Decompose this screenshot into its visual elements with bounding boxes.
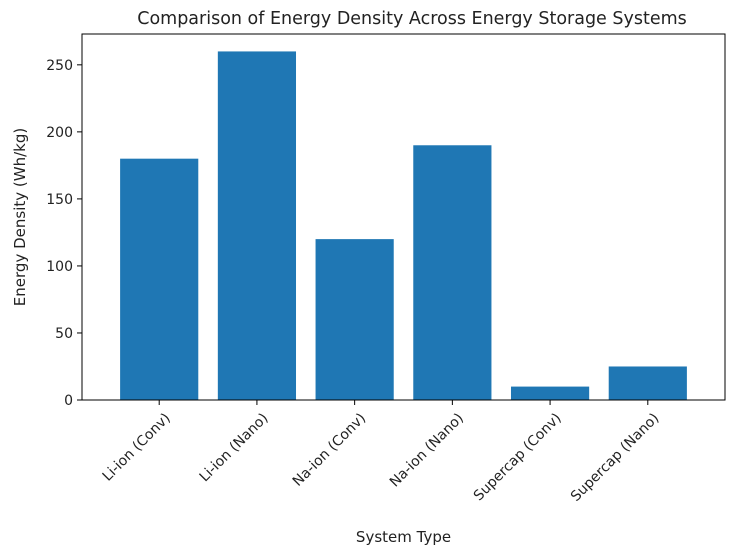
x-tick-label-5: Supercap (Conv) [471, 410, 565, 504]
chart-title: Comparison of Energy Density Across Ener… [137, 9, 687, 29]
x-tick-label-3: Na-ion (Conv) [290, 410, 369, 489]
x-tick-label-6: Supercap (Nano) [568, 410, 663, 505]
x-tick-label-2: Li-ion (Nano) [197, 410, 272, 485]
y-tick-label-1: 0 [64, 393, 73, 409]
y-tick-label-6: 250 [46, 58, 73, 74]
y-tick-label-3: 100 [46, 259, 73, 275]
y-tick-label-5: 200 [46, 125, 73, 141]
bar-3 [315, 239, 394, 400]
y-axis-label: Energy Density (Wh/kg) [11, 128, 29, 306]
y-tick-label-2: 50 [55, 326, 73, 342]
bar-1 [120, 158, 199, 400]
bar-4 [413, 145, 492, 400]
bars-layer [120, 51, 687, 401]
y-axis-ticks: 0 50 100 150 200 250 [46, 58, 82, 409]
bar-6 [608, 366, 687, 400]
bar-5 [510, 386, 590, 400]
x-axis-label: System Type [356, 528, 451, 546]
plot-frame [81, 33, 726, 401]
x-tick-label-1: Li-ion (Conv) [100, 410, 174, 484]
x-tick-label-4: Na-ion (Nano) [387, 410, 467, 490]
bar-2 [217, 51, 297, 401]
x-axis-ticks: Li-ion (Conv) Li-ion (Nano) Na-ion (Conv) N… [100, 400, 663, 505]
y-tick-label-4: 150 [46, 192, 73, 208]
